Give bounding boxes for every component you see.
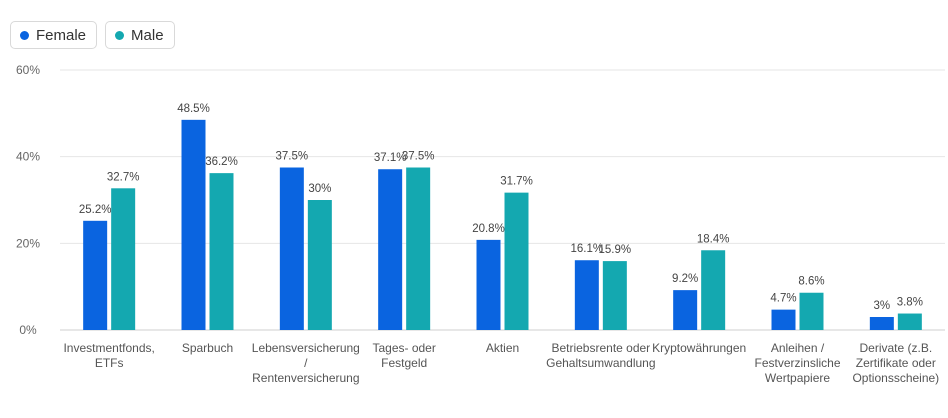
x-category-label: Investmentfonds, ETFs bbox=[63, 341, 154, 370]
x-category-label-line: Investmentfonds, bbox=[63, 341, 154, 355]
x-category-label-line: Derivate (z.B. bbox=[859, 341, 932, 355]
x-category-label: Tages- oder Festgeld bbox=[372, 341, 435, 370]
male-dot-icon bbox=[115, 30, 125, 40]
bar-female bbox=[279, 167, 304, 330]
bar-male bbox=[406, 167, 431, 330]
x-category-label: Anleihen / Festverzinsliche Wertpapiere bbox=[754, 341, 840, 385]
x-category-label: Derivate (z.B. Zertifikate oder Optionssch… bbox=[852, 341, 939, 385]
data-label-male: 15.9% bbox=[599, 244, 632, 256]
female-dot-icon bbox=[20, 30, 29, 40]
bar-male bbox=[504, 192, 529, 330]
y-tick-label: 20% bbox=[16, 236, 40, 250]
x-category-label-line: Festgeld bbox=[381, 356, 427, 370]
data-label-female: 4.7% bbox=[770, 293, 796, 305]
bar-male bbox=[897, 313, 922, 330]
x-category-label-line: Aktien bbox=[486, 341, 519, 355]
bar-male bbox=[701, 250, 726, 330]
bar-male bbox=[307, 200, 332, 330]
x-category-label-line: ETFs bbox=[95, 356, 124, 370]
bar-female bbox=[83, 220, 108, 330]
data-label-male: 3.8% bbox=[897, 297, 923, 309]
data-label-female: 9.2% bbox=[672, 273, 698, 285]
bar-female bbox=[378, 169, 403, 330]
legend-label-female: Female bbox=[36, 26, 87, 44]
bar-female bbox=[181, 119, 206, 330]
x-category-label-line: / bbox=[304, 356, 308, 370]
x-category-label-line: Betriebsrente oder bbox=[551, 341, 650, 355]
x-category-label-line: Optionsscheine) bbox=[852, 371, 939, 385]
legend-item-female[interactable]: Female bbox=[10, 21, 98, 49]
data-label-female: 3% bbox=[874, 300, 891, 312]
data-label-female: 20.8% bbox=[472, 223, 505, 235]
x-category-label-line: Tages- oder bbox=[372, 341, 435, 355]
x-category-label-line: Rentenversicherung bbox=[252, 371, 359, 385]
y-tick-label: 60% bbox=[16, 63, 40, 77]
bar-female bbox=[869, 317, 894, 330]
data-label-male: 31.7% bbox=[500, 176, 533, 188]
x-category-label-line: Festverzinsliche bbox=[754, 356, 840, 370]
x-category-label: Kryptowährungen bbox=[652, 341, 746, 355]
data-label-male: 32.7% bbox=[107, 171, 140, 183]
data-label-female: 48.5% bbox=[177, 103, 210, 115]
y-tick-label: 40% bbox=[16, 150, 40, 164]
data-label-female: 37.5% bbox=[276, 151, 309, 163]
bar-female bbox=[476, 239, 501, 330]
data-label-female: 25.2% bbox=[79, 204, 112, 216]
x-category-label-line: Kryptowährungen bbox=[652, 341, 746, 355]
x-category-label-line: Lebensversicherung bbox=[252, 341, 360, 355]
bar-female bbox=[771, 309, 796, 330]
bar-male bbox=[209, 173, 234, 330]
x-category-label-line: Zertifikate oder bbox=[856, 356, 936, 370]
y-tick-label: 0% bbox=[19, 323, 37, 337]
legend: Female Male bbox=[10, 21, 175, 49]
data-label-male: 37.5% bbox=[402, 151, 435, 163]
x-category-label-line: Gehaltsumwandlung bbox=[546, 356, 655, 370]
legend-item-male[interactable]: Male bbox=[105, 21, 175, 49]
data-label-male: 8.6% bbox=[798, 276, 824, 288]
x-category-label-line: Wertpapiere bbox=[765, 371, 830, 385]
data-label-male: 18.4% bbox=[697, 233, 730, 245]
data-label-female: 37.1% bbox=[374, 152, 407, 164]
x-category-label: Betriebsrente oder Gehaltsumwandlung bbox=[546, 341, 655, 370]
bar-male bbox=[799, 292, 824, 330]
x-category-label: Sparbuch bbox=[182, 341, 233, 355]
bar-female bbox=[673, 290, 698, 330]
x-category-label-line: Anleihen / bbox=[771, 341, 825, 355]
bar-male bbox=[111, 188, 136, 330]
bar-male bbox=[602, 261, 627, 330]
data-label-female: 16.1% bbox=[571, 243, 604, 255]
x-category-label: Aktien bbox=[486, 341, 519, 355]
x-category-label-line: Sparbuch bbox=[182, 341, 233, 355]
data-label-male: 30% bbox=[308, 183, 331, 195]
bar-female bbox=[574, 260, 599, 330]
data-label-male: 36.2% bbox=[205, 156, 238, 168]
legend-label-male: Male bbox=[131, 26, 164, 44]
x-category-label: Lebensversicherung / Rentenversicherung bbox=[252, 341, 360, 385]
